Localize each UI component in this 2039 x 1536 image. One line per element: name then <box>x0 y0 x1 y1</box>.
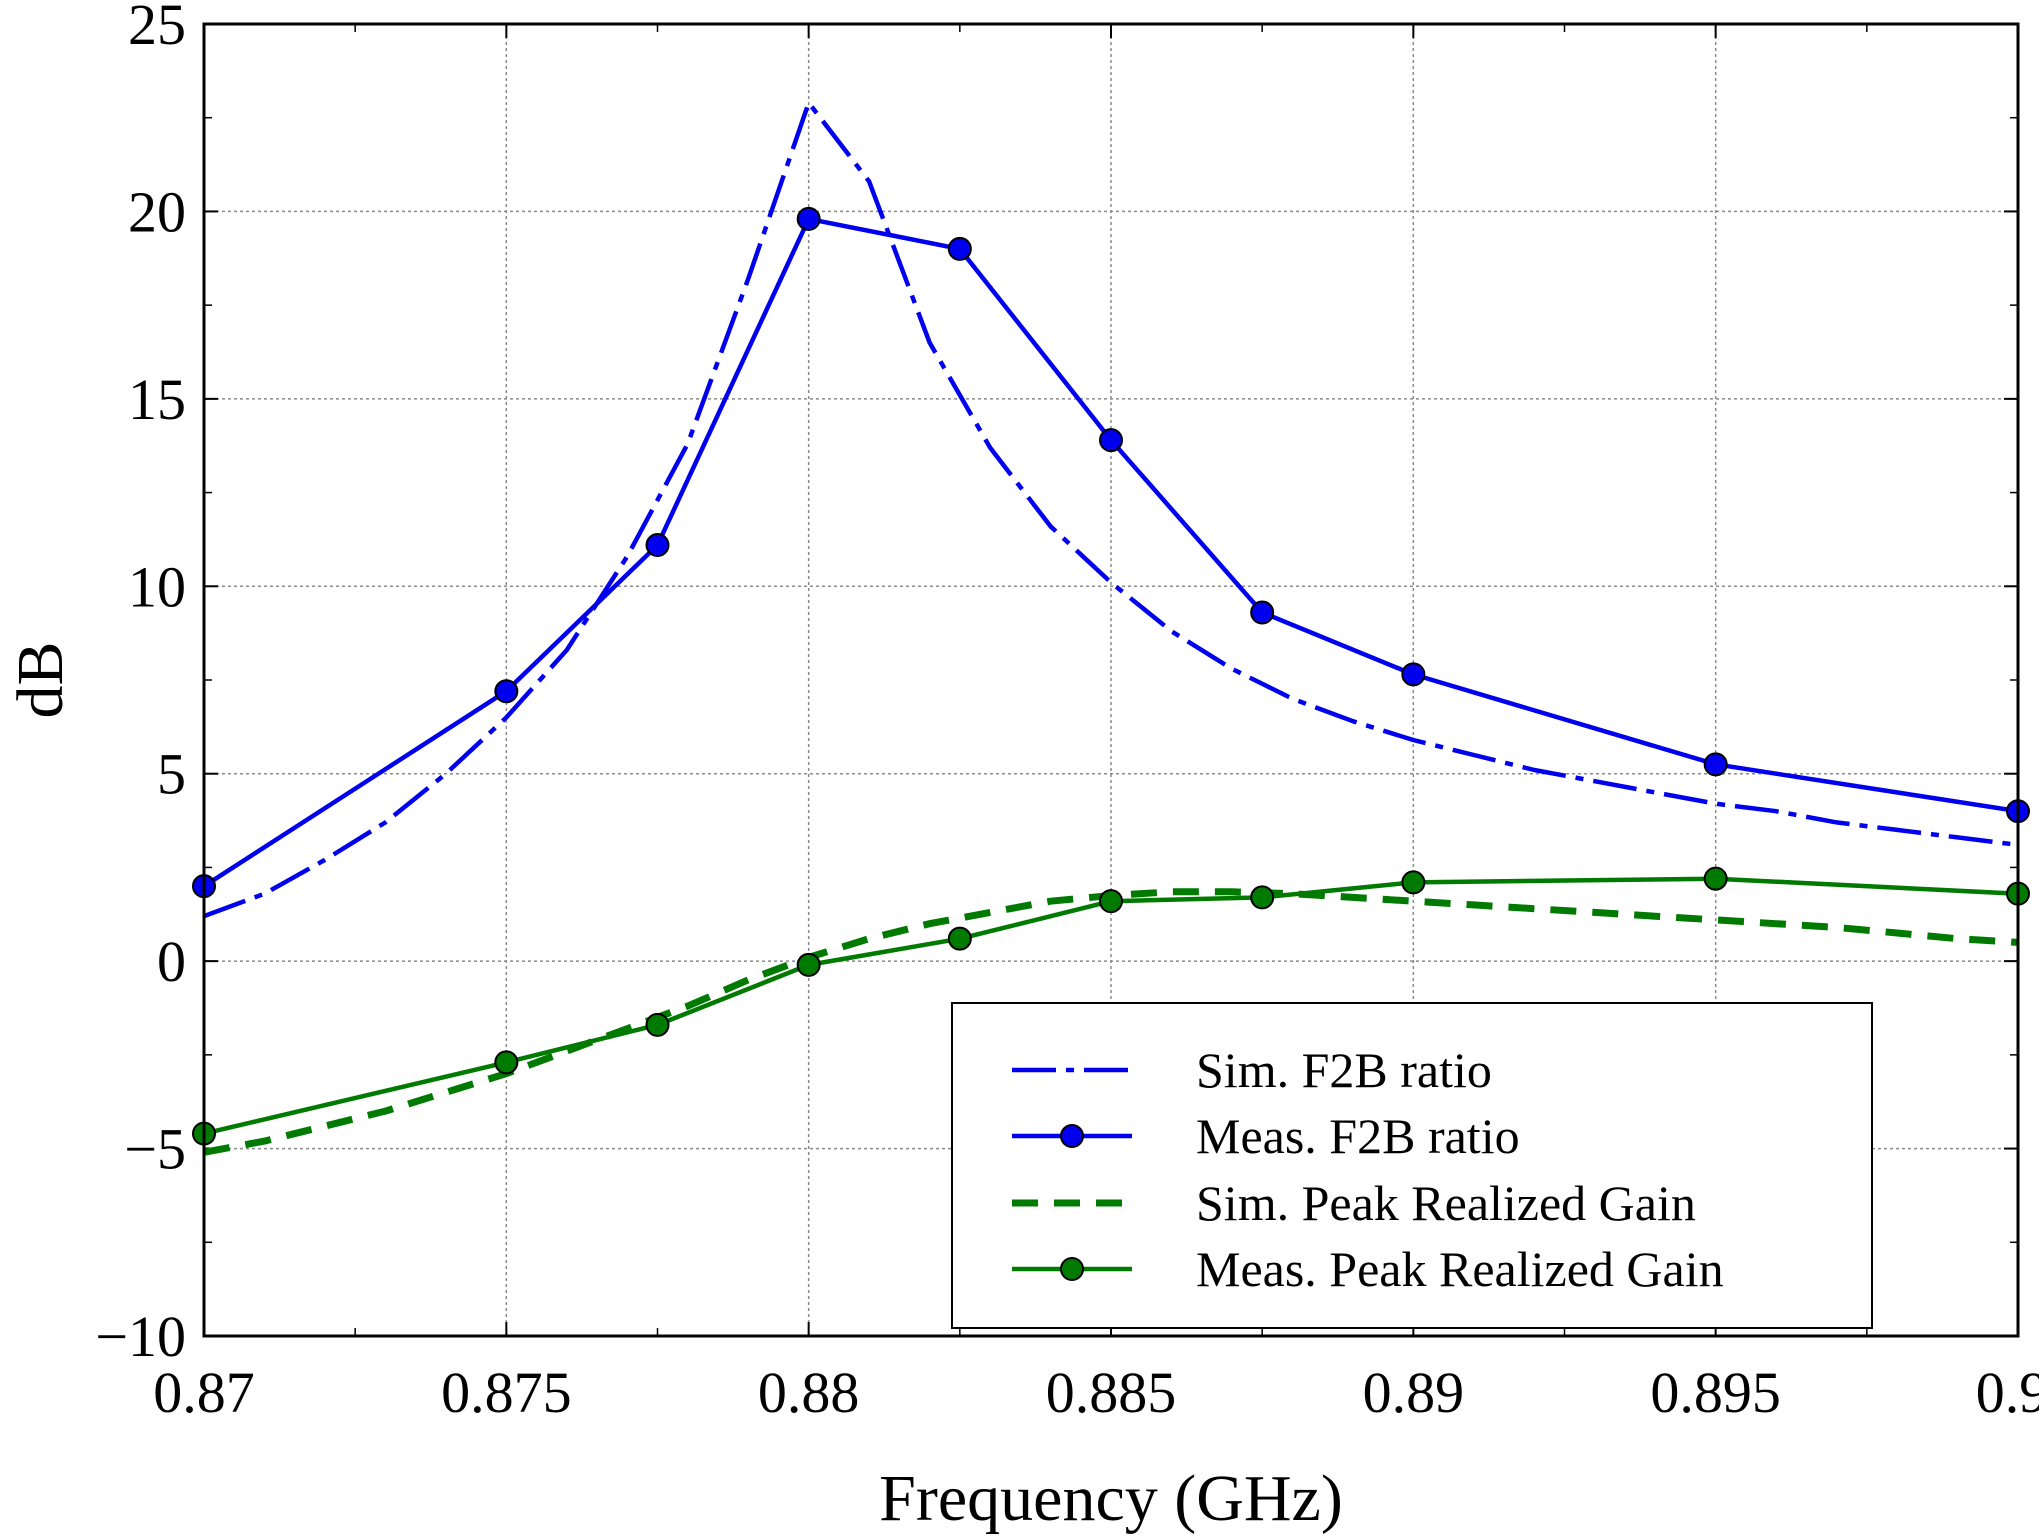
series-line-0 <box>204 100 2018 919</box>
y-tick-label: 25 <box>128 0 186 57</box>
legend-entry-sim-gain: Sim. Peak Realized Gain <box>1012 1175 1696 1231</box>
x-axis-title: Frequency (GHz) <box>879 1462 1343 1535</box>
x-tick-label: 0.89 <box>1363 1360 1465 1425</box>
series-3-point <box>947 926 972 951</box>
legend-label-sim-gain: Sim. Peak Realized Gain <box>1196 1175 1696 1231</box>
legend-label-meas-gain: Meas. Peak Realized Gain <box>1196 1241 1724 1297</box>
y-tick-label: 5 <box>157 742 186 807</box>
legend-marker-meas-gain <box>1060 1257 1084 1281</box>
legend-marker-meas-f2b <box>1060 1124 1084 1148</box>
series-1-point <box>1703 752 1728 777</box>
x-tick-label: 0.9 <box>1976 1360 2039 1425</box>
series-1-point <box>1401 662 1426 687</box>
y-tick-label: −10 <box>95 1304 186 1369</box>
x-tick-label: 0.88 <box>758 1360 860 1425</box>
y-tick-label: −5 <box>124 1117 186 1182</box>
legend: Sim. F2B ratio Meas. F2B ratio Sim. Peak… <box>951 1002 1873 1329</box>
series-1-point <box>1250 600 1275 625</box>
series-3-point <box>1703 866 1728 891</box>
series-3-point <box>796 952 821 977</box>
x-tick-label: 0.895 <box>1650 1360 1781 1425</box>
legend-label-meas-f2b: Meas. F2B ratio <box>1196 1108 1520 1164</box>
series-1-point <box>1099 428 1123 453</box>
legend-entry-meas-f2b: Meas. F2B ratio <box>1012 1108 1520 1164</box>
y-axis-title: dB <box>4 641 77 718</box>
series-line-3 <box>204 876 2018 1136</box>
series-3-point <box>1099 889 1123 914</box>
series-1-point <box>796 206 821 231</box>
series-3-point <box>1250 885 1275 910</box>
series-line-1 <box>204 216 2018 889</box>
y-tick-label: 20 <box>128 179 186 244</box>
series-3-point <box>494 1050 519 1075</box>
markers <box>192 206 2030 1146</box>
y-tick-label: 10 <box>128 554 186 619</box>
legend-entry-sim-f2b: Sim. F2B ratio <box>1012 1042 1492 1098</box>
series-1-point <box>947 236 972 261</box>
legend-box <box>951 1002 1873 1329</box>
tick-labels: 0.87 0.875 0.88 0.885 0.89 0.895 0.9 −10 −5 0 5 10 1… <box>95 0 2039 1425</box>
y-tick-label: 15 <box>128 367 186 432</box>
x-tick-label: 0.885 <box>1046 1360 1177 1425</box>
legend-entry-meas-gain: Meas. Peak Realized Gain <box>1012 1241 1724 1297</box>
series-3-point <box>645 1012 670 1037</box>
x-tick-label: 0.875 <box>441 1360 572 1425</box>
y-tick-label: 0 <box>157 929 186 994</box>
series-3-point <box>1401 870 1426 895</box>
series-1-point <box>645 533 670 558</box>
legend-label-sim-f2b: Sim. F2B ratio <box>1196 1042 1492 1098</box>
x-tick-label: 0.87 <box>153 1360 255 1425</box>
plot-frame <box>202 22 2020 1338</box>
series-1-point <box>494 679 519 704</box>
